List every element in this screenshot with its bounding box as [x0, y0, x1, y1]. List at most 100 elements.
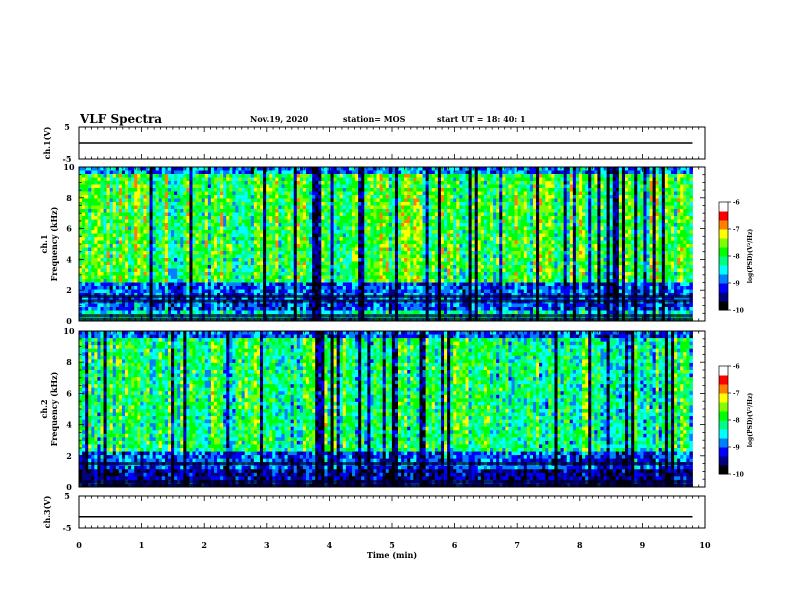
psd-cell: [511, 181, 515, 185]
psd-cell: [689, 170, 693, 175]
psd-cell: [128, 212, 132, 217]
psd-cell: [483, 202, 488, 206]
psd-cell: [198, 233, 203, 238]
psd-cell: [324, 167, 328, 171]
psd-cell: [256, 237, 261, 241]
psd-cell: [493, 198, 497, 203]
psd-cell: [198, 174, 203, 178]
psd-cell: [287, 244, 292, 248]
psd-cell: [103, 209, 108, 213]
psd-cell: [588, 209, 592, 213]
psd-cell: [315, 240, 319, 245]
psd-cell: [226, 237, 230, 241]
psd-cell: [407, 177, 411, 182]
psd-cell: [204, 226, 209, 231]
psd-cell: [572, 219, 577, 224]
psd-cell: [167, 188, 172, 192]
psd-cell: [174, 219, 178, 224]
psd-cell: [94, 209, 98, 213]
psd-cell: [471, 198, 476, 203]
psd-cell: [486, 195, 491, 199]
psd-cell: [582, 237, 586, 241]
psd-cell: [391, 244, 396, 248]
psd-cell: [293, 202, 298, 206]
psd-cell: [434, 202, 439, 206]
psd-cell: [462, 202, 466, 206]
psd-cell: [615, 191, 620, 196]
psd-cell: [253, 167, 258, 171]
psd-cell: [143, 233, 147, 238]
psd-cell: [263, 181, 267, 185]
psd-cell: [511, 202, 515, 206]
psd-cell: [112, 184, 117, 189]
psd-cell: [480, 209, 485, 213]
psd-cell: [324, 174, 328, 178]
psd-cell: [459, 174, 463, 178]
psd-cell: [444, 219, 448, 224]
psd-cell: [103, 191, 108, 196]
psd-cell: [523, 174, 528, 178]
psd-cell: [79, 244, 83, 248]
psd-cell: [612, 226, 617, 231]
psd-cell: [401, 240, 405, 245]
psd-cell: [339, 233, 344, 238]
psd-cell: [465, 237, 469, 241]
psd-cell: [278, 181, 282, 185]
psd-cell: [149, 233, 154, 238]
psd-cell: [385, 188, 390, 192]
psd-cell: [468, 191, 473, 196]
psd-cell: [401, 216, 405, 220]
psd-cell: [404, 233, 408, 238]
psd-cell: [612, 240, 617, 245]
psd-cell: [177, 247, 181, 252]
psd-cell: [128, 195, 132, 199]
psd-cell: [674, 233, 678, 238]
psd-cell: [348, 170, 353, 175]
psd-cell: [158, 188, 163, 192]
psd-cell: [192, 244, 196, 248]
psd-cell: [493, 170, 497, 175]
psd-cell: [514, 244, 519, 248]
psd-cell: [164, 209, 169, 213]
psd-cell: [465, 188, 469, 192]
psd-cell: [532, 209, 537, 213]
psd-cell: [358, 170, 362, 175]
psd-cell: [585, 216, 589, 220]
psd-cell: [312, 230, 316, 234]
psd-cell: [575, 202, 580, 206]
psd-cell: [560, 237, 565, 241]
psd-cell: [434, 209, 439, 213]
psd-cell: [91, 247, 95, 252]
psd-cell: [557, 219, 561, 224]
psd-cell: [661, 216, 666, 220]
psd-cell: [505, 230, 509, 234]
psd-cell: [256, 195, 261, 199]
psd-cell: [612, 191, 617, 196]
psd-cell: [450, 240, 454, 245]
psd-cell: [428, 223, 433, 227]
psd-cell: [582, 219, 586, 224]
psd-cell: [486, 240, 491, 245]
psd-cell: [444, 230, 448, 234]
psd-cell: [118, 209, 123, 213]
psd-cell: [450, 233, 454, 238]
psd-cell: [189, 195, 193, 199]
psd-cell: [180, 170, 184, 175]
psd-cell: [97, 237, 101, 241]
psd-cell: [480, 170, 485, 175]
psd-cell: [499, 226, 503, 231]
psd-cell: [315, 247, 319, 252]
psd-cell: [447, 223, 451, 227]
psd-cell: [526, 226, 531, 231]
psd-cell: [686, 195, 690, 199]
psd-cell: [134, 237, 138, 241]
psd-cell: [686, 233, 690, 238]
psd-cell: [342, 205, 347, 210]
psd-cell: [229, 188, 233, 192]
psd-cell: [505, 202, 509, 206]
psd-cell: [115, 198, 120, 203]
psd-cell: [370, 247, 374, 252]
psd-cell: [115, 205, 120, 210]
psd-cell: [367, 233, 371, 238]
psd-cell: [459, 195, 463, 199]
